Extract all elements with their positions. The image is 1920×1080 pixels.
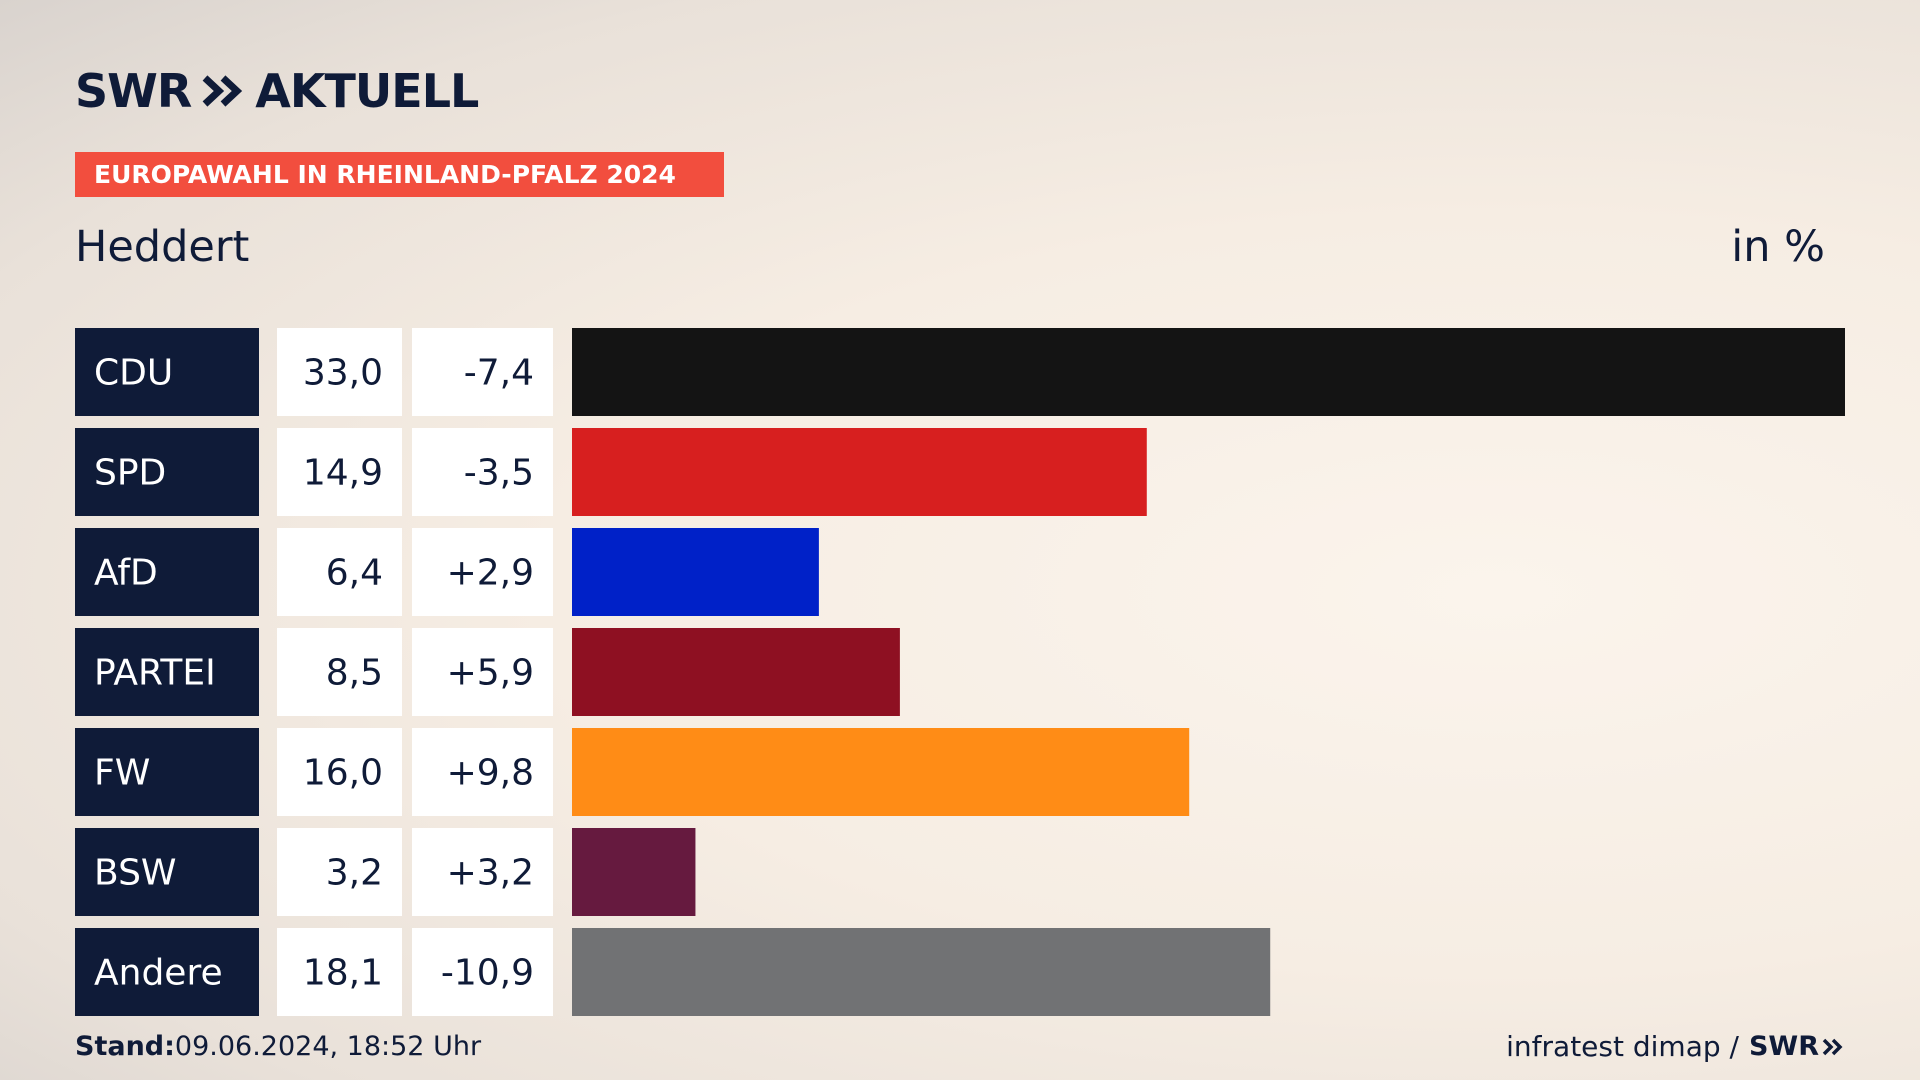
value-label: 18,1 [303, 953, 383, 994]
value-box [277, 728, 402, 816]
bar [572, 928, 1271, 1016]
value-label: 3,2 [326, 853, 383, 894]
value-label: 8,5 [326, 653, 383, 694]
change-label: -3,5 [464, 453, 534, 494]
party-label-box [75, 428, 259, 516]
bar [572, 528, 819, 616]
party-label: Andere [94, 953, 223, 994]
swr-aktuell-logo: SWR AKTUELL [75, 64, 479, 118]
change-label: -10,9 [441, 953, 534, 994]
change-label: +3,2 [447, 853, 534, 894]
election-banner: EUROPAWAHL IN RHEINLAND-PFALZ 2024 [75, 152, 724, 197]
timestamp: Stand:09.06.2024, 18:52 Uhr [75, 1031, 481, 1062]
bar [572, 728, 1190, 816]
party-label: CDU [94, 353, 173, 394]
value-box [277, 428, 402, 516]
party-label-box [75, 728, 259, 816]
party-label: FW [94, 753, 150, 794]
change-label: +2,9 [447, 553, 534, 594]
value-label: 6,4 [326, 553, 383, 594]
party-label-box [75, 328, 259, 416]
unit-label: in % [1731, 222, 1825, 272]
party-label-box [75, 928, 259, 1016]
change-label: -7,4 [464, 353, 534, 394]
small-swr-logo: SWR [1749, 1031, 1844, 1062]
region-title: Heddert [75, 222, 250, 272]
small-double-chevron-icon [1822, 1038, 1843, 1055]
bar [572, 428, 1147, 516]
change-box [412, 328, 553, 416]
change-box [412, 728, 553, 816]
value-box [277, 528, 402, 616]
change-box [412, 528, 553, 616]
party-label: AfD [94, 553, 158, 594]
bar [572, 328, 1845, 416]
bar [572, 828, 696, 916]
source-text: infratest dimap / [1506, 1030, 1739, 1063]
value-label: 33,0 [303, 353, 383, 394]
change-box [412, 828, 553, 916]
stand-label: Stand: [75, 1031, 175, 1062]
party-label: BSW [94, 853, 177, 894]
double-chevron-icon [202, 75, 243, 107]
party-label: SPD [94, 453, 166, 494]
party-label-box [75, 528, 259, 616]
value-box [277, 628, 402, 716]
change-label: +9,8 [447, 753, 534, 794]
change-box [412, 628, 553, 716]
value-box [277, 828, 402, 916]
party-label-box [75, 828, 259, 916]
change-label: +5,9 [447, 653, 534, 694]
logo-aktuell-text: AKTUELL [255, 64, 479, 118]
value-label: 16,0 [303, 753, 383, 794]
small-logo-text: SWR [1748, 1031, 1819, 1062]
party-label-box [75, 628, 259, 716]
value-label: 14,9 [303, 453, 383, 494]
value-box [277, 928, 402, 1016]
bar [572, 628, 900, 716]
party-label: PARTEI [94, 653, 216, 694]
stand-value: 09.06.2024, 18:52 Uhr [174, 1031, 482, 1062]
logo-swr-text: SWR [75, 64, 192, 118]
change-box [412, 928, 553, 1016]
value-box [277, 328, 402, 416]
source-credit: infratest dimap / SWR [1506, 1030, 1844, 1063]
change-box [412, 428, 553, 516]
